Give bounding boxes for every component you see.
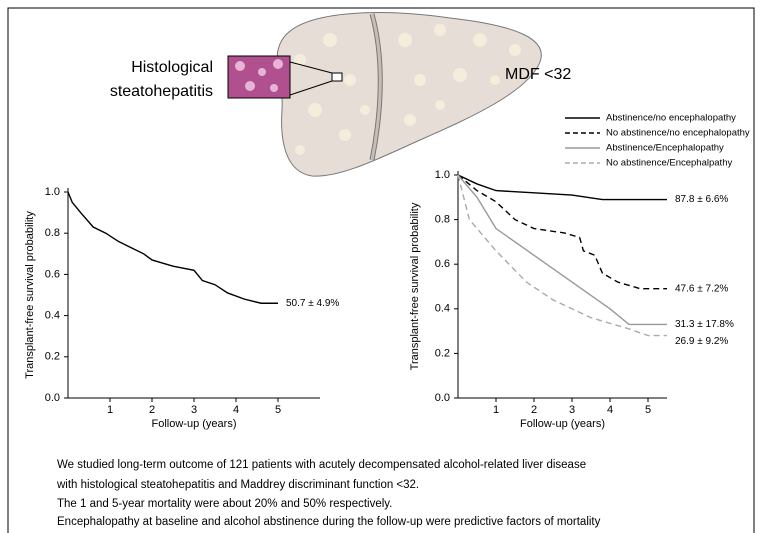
end-label: 31.3 ± 17.8%: [675, 319, 734, 330]
x-tick-label: 4: [607, 404, 613, 416]
x-tick-label: 1: [493, 404, 499, 416]
inset-label: Histological: [131, 59, 213, 76]
end-label: 87.8 ± 6.6%: [675, 194, 728, 205]
legend-label: Abstinence/Encephalopathy: [606, 143, 724, 154]
y-tick-label: 0.6: [435, 258, 450, 270]
x-tick-label: 5: [645, 404, 651, 416]
liver-illustration: [227, 12, 542, 177]
y-tick-label: 0.8: [435, 214, 450, 226]
caption-line: We studied long-term outcome of 121 pati…: [57, 459, 586, 471]
frame: [7, 7, 755, 533]
survival-curve: [67, 191, 278, 304]
survival-curve: [457, 174, 667, 201]
y-tick-label: 0.4: [435, 303, 450, 315]
end-label: 47.6 ± 7.2%: [675, 283, 728, 294]
y-tick-label: 0.2: [435, 347, 450, 359]
y-tick-label: 0.8: [45, 227, 60, 239]
x-tick-label: 1: [107, 404, 113, 416]
x-tick-label: 2: [531, 404, 537, 416]
x-tick-label: 2: [149, 404, 155, 416]
y-tick-label: 0.4: [45, 310, 60, 322]
y-tick-label: 0.6: [45, 268, 60, 280]
caption-line: with histological steatohepatitis and Ma…: [56, 479, 419, 491]
inset-label: steatohepatitis: [110, 83, 213, 100]
y-tick-label: 0.0: [435, 392, 450, 404]
x-axis-label: Follow-up (years): [152, 418, 237, 430]
survival-curve: [457, 174, 667, 290]
y-tick-label: 1.0: [435, 169, 450, 181]
survival-curve: [457, 174, 667, 337]
x-tick-label: 4: [233, 404, 239, 416]
y-axis-label: Transplant-free survival probability: [24, 211, 36, 379]
caption-line: The 1 and 5-year mortality were about 20…: [57, 498, 392, 510]
end-label: 50.7 ± 4.9%: [286, 298, 339, 309]
y-tick-label: 0.0: [45, 392, 60, 404]
legend-label: No abstinence/Encephalpathy: [606, 158, 732, 169]
caption-line: Encephalopathy at baseline and alcohol a…: [57, 516, 601, 528]
legend-label: No abstinence/no encephalopathy: [606, 128, 750, 139]
end-label: 26.9 ± 9.2%: [675, 336, 728, 347]
x-tick-label: 5: [275, 404, 281, 416]
x-tick-label: 3: [569, 404, 575, 416]
y-axis-label: Transplant-free survival probability: [409, 202, 421, 370]
y-tick-label: 1.0: [45, 186, 60, 198]
survival-curve: [457, 174, 667, 326]
x-tick-label: 3: [191, 404, 197, 416]
subtitle: MDF <32: [505, 66, 571, 83]
y-tick-label: 0.2: [45, 351, 60, 363]
legend-label: Abstinence/no encephalopathy: [606, 113, 736, 124]
x-axis-label: Follow-up (years): [520, 418, 605, 430]
